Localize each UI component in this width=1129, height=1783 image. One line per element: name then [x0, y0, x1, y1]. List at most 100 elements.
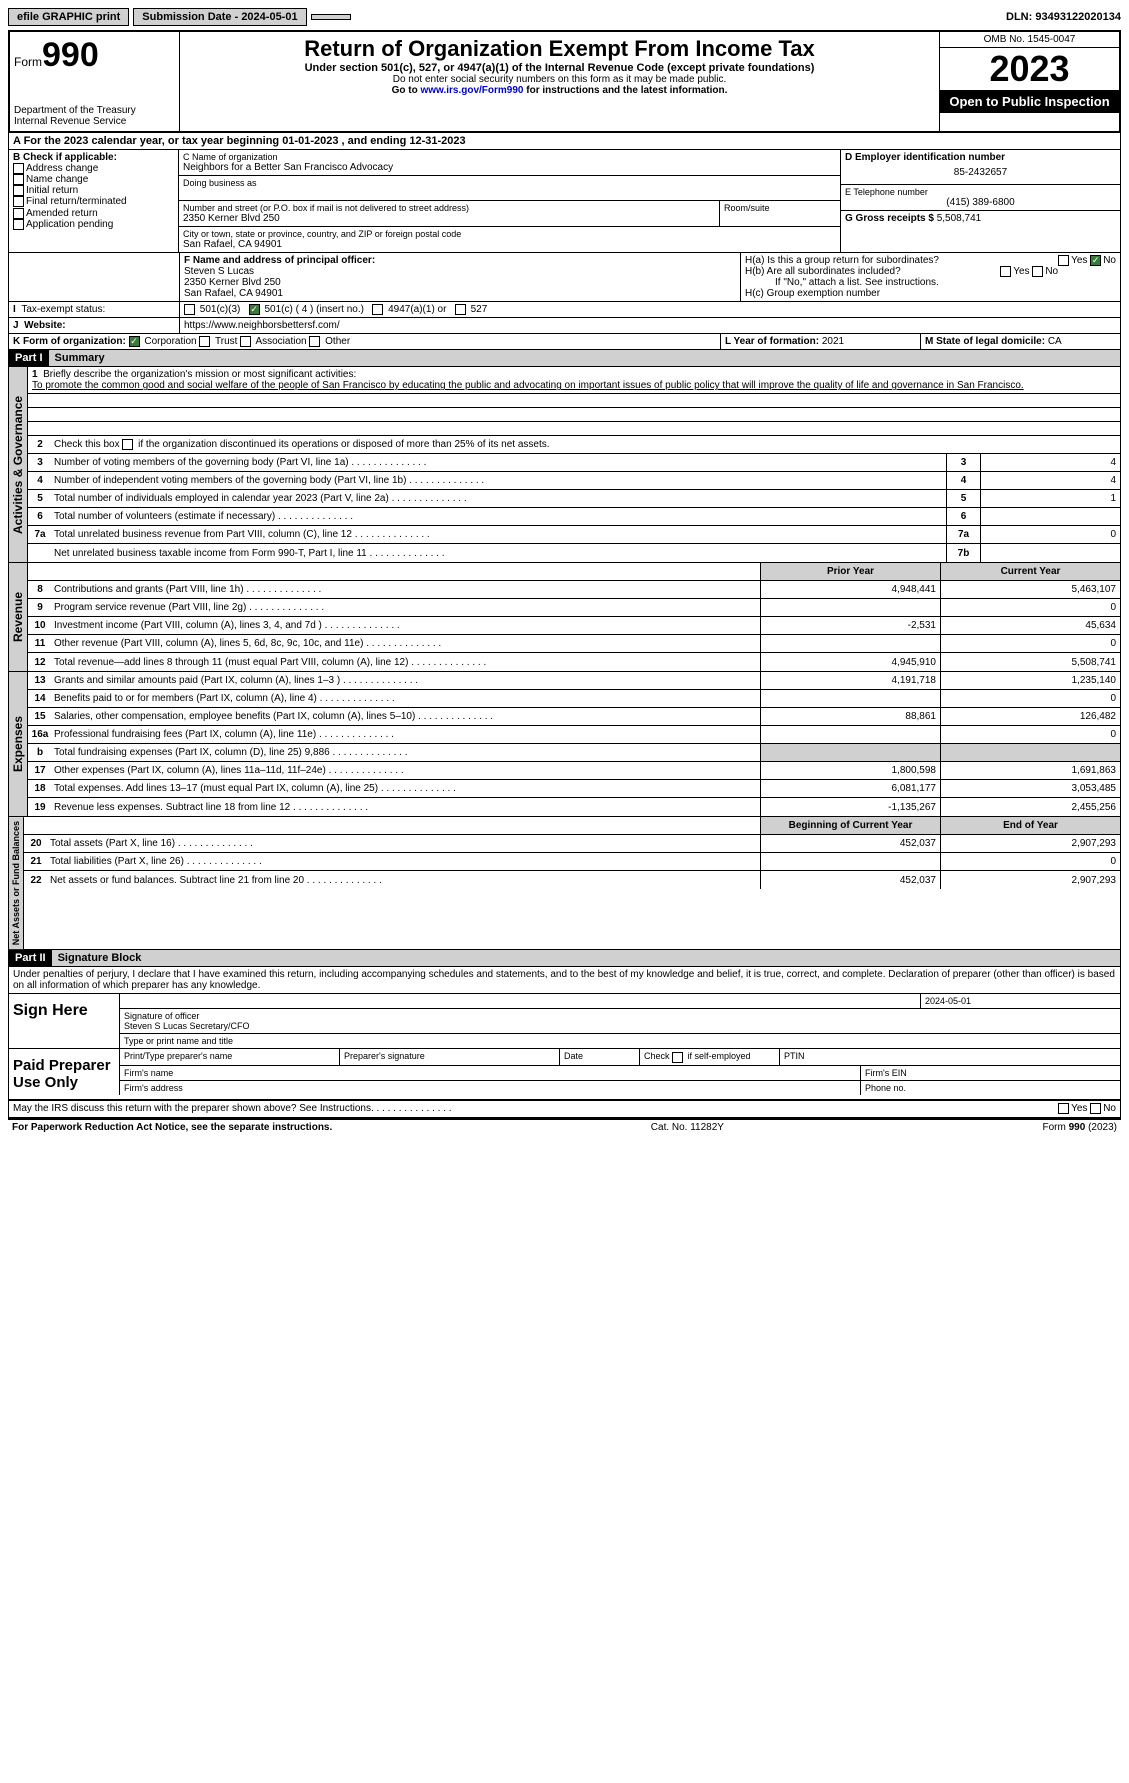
chk-corp[interactable] — [129, 336, 140, 347]
title-box: Return of Organization Exempt From Incom… — [180, 32, 939, 131]
ha-no[interactable] — [1090, 255, 1101, 266]
line-num: 11 — [28, 636, 52, 651]
current-value: 1,691,863 — [940, 762, 1120, 779]
irs-link[interactable]: www.irs.gov/Form990 — [420, 85, 523, 96]
current-value: 45,634 — [940, 617, 1120, 634]
org-name: Neighbors for a Better San Francisco Adv… — [183, 162, 836, 173]
line-text: Total fundraising expenses (Part IX, col… — [52, 745, 760, 760]
check-amended[interactable] — [13, 208, 24, 219]
check-final[interactable] — [13, 196, 24, 207]
form-990-page: efile GRAPHIC print Submission Date - 20… — [0, 0, 1129, 1143]
line-value: 4 — [980, 454, 1120, 471]
officer-addr1: 2350 Kerner Blvd 250 — [184, 277, 281, 288]
gross-receipts: 5,508,741 — [937, 213, 982, 224]
chk-self-emp[interactable] — [672, 1052, 683, 1063]
tel-label: E Telephone number — [845, 187, 1116, 197]
ha-label: H(a) Is this a group return for subordin… — [745, 255, 939, 266]
line-num: 17 — [28, 763, 52, 778]
current-value: 0 — [940, 635, 1120, 652]
line-num: 5 — [28, 491, 52, 506]
hc-label: H(c) Group exemption number — [745, 288, 1116, 299]
chk-501c[interactable] — [249, 304, 260, 315]
discuss-label: May the IRS discuss this return with the… — [13, 1103, 452, 1114]
prior-value — [760, 726, 940, 743]
part1-net-assets: Net Assets or Fund Balances Beginning of… — [8, 817, 1121, 950]
gross-label: G Gross receipts $ — [845, 213, 934, 224]
opt-amended: Amended return — [26, 208, 98, 219]
prior-value: -1,135,267 — [760, 798, 940, 816]
col-b-checkboxes: B Check if applicable: Address change Na… — [9, 150, 179, 252]
line-box: 3 — [946, 454, 980, 471]
opt-addr: Address change — [26, 163, 98, 174]
line-row: 13 Grants and similar amounts paid (Part… — [28, 672, 1120, 690]
check-initial[interactable] — [13, 185, 24, 196]
revenue-content: Prior Year Current Year 8 Contributions … — [28, 563, 1120, 671]
prior-value — [760, 635, 940, 652]
opt-assoc: Association — [255, 336, 306, 347]
hdr-beginning: Beginning of Current Year — [760, 817, 940, 834]
check-pending[interactable] — [13, 219, 24, 230]
chk-527[interactable] — [455, 304, 466, 315]
dba-label: Doing business as — [183, 178, 836, 188]
chk-other[interactable] — [309, 336, 320, 347]
subtitle: Under section 501(c), 527, or 4947(a)(1)… — [184, 62, 935, 74]
hb-yes[interactable] — [1000, 266, 1011, 277]
discuss-yes[interactable] — [1058, 1103, 1069, 1114]
chk-4947[interactable] — [372, 304, 383, 315]
box-k: K Form of organization: Corporation Trus… — [9, 334, 720, 349]
line-row: 4 Number of independent voting members o… — [28, 472, 1120, 490]
l-label: L Year of formation: — [725, 336, 819, 347]
line-box: 6 — [946, 508, 980, 525]
line-row: 8 Contributions and grants (Part VIII, l… — [28, 581, 1120, 599]
firm-ein-label: Firm's EIN — [860, 1066, 1120, 1080]
chk-discontinued[interactable] — [122, 439, 133, 450]
discuss-no[interactable] — [1090, 1103, 1101, 1114]
current-value: 0 — [940, 690, 1120, 707]
box-l: L Year of formation: 2021 — [720, 334, 920, 349]
row-f-h: F Name and address of principal officer:… — [8, 253, 1121, 302]
opt-501c: 501(c) ( 4 ) (insert no.) — [264, 304, 363, 315]
tab-governance: Activities & Governance — [9, 367, 28, 562]
line-box: 5 — [946, 490, 980, 507]
sig-date: 2024-05-01 — [920, 994, 1120, 1009]
line-num: 4 — [28, 473, 52, 488]
beginning-value: 452,037 — [760, 835, 940, 852]
efile-button[interactable]: efile GRAPHIC print — [8, 8, 129, 26]
tab-net-assets: Net Assets or Fund Balances — [9, 817, 24, 949]
q1-label: Briefly describe the organization's miss… — [43, 369, 356, 380]
beginning-value: 452,037 — [760, 871, 940, 889]
check-name-change[interactable] — [13, 174, 24, 185]
prep-name-label: Print/Type preparer's name — [119, 1049, 339, 1064]
line-value: 4 — [980, 472, 1120, 489]
submission-date: Submission Date - 2024-05-01 — [133, 8, 306, 26]
ha-yes[interactable] — [1058, 255, 1069, 266]
chk-assoc[interactable] — [240, 336, 251, 347]
check-address-change[interactable] — [13, 163, 24, 174]
opt-other: Other — [325, 336, 350, 347]
f-label: F Name and address of principal officer: — [184, 255, 375, 266]
part2-title: Signature Block — [52, 950, 1120, 966]
ptin-label: PTIN — [779, 1049, 1120, 1064]
col-c-org-info: C Name of organization Neighbors for a B… — [179, 150, 840, 252]
year-box: OMB No. 1545-0047 2023 Open to Public In… — [939, 32, 1119, 131]
line-text: Net assets or fund balances. Subtract li… — [48, 873, 760, 888]
form-number-box: Form990 Department of the Treasury Inter… — [10, 32, 180, 131]
line-num: 18 — [28, 781, 52, 796]
line-text: Revenue less expenses. Subtract line 18 … — [52, 800, 760, 815]
line-text: Total assets (Part X, line 16) — [48, 836, 760, 851]
line-num: 12 — [28, 655, 52, 670]
ein: 85-2432657 — [845, 163, 1116, 182]
hb-no[interactable] — [1032, 266, 1043, 277]
form-num: 990 — [42, 36, 99, 74]
line-num: 16a — [28, 727, 52, 742]
officer-name: Steven S Lucas — [184, 266, 254, 277]
current-value: 1,235,140 — [940, 672, 1120, 689]
line-row: 12 Total revenue—add lines 8 through 11 … — [28, 653, 1120, 671]
box-h: H(a) Is this a group return for subordin… — [740, 253, 1120, 301]
beginning-value — [760, 853, 940, 870]
blank-line — [28, 422, 1120, 436]
part2-tag: Part II — [9, 950, 52, 966]
chk-501c3[interactable] — [184, 304, 195, 315]
website-url: https://www.neighborsbettersf.com/ — [184, 320, 340, 331]
chk-trust[interactable] — [199, 336, 210, 347]
